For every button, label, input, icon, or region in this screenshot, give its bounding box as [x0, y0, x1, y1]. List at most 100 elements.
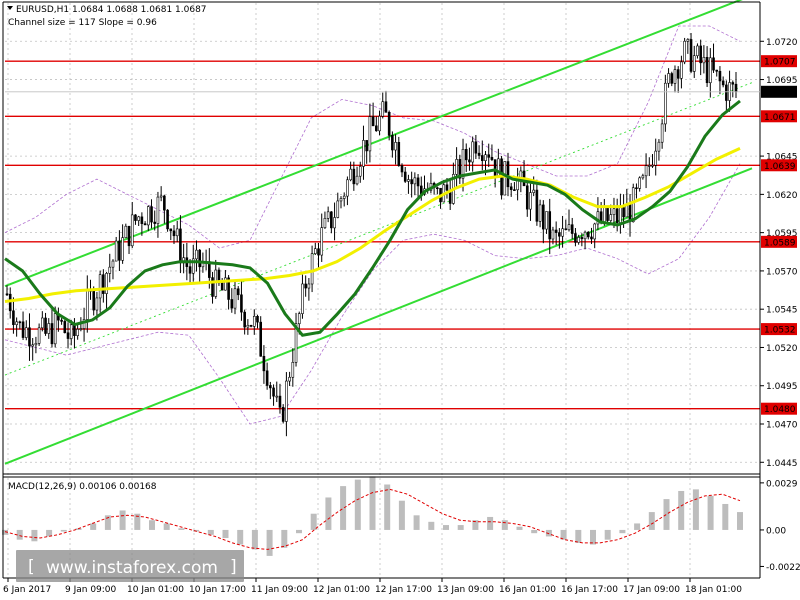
candle-body: [98, 274, 102, 299]
candle-body: [320, 227, 324, 256]
candle-body: [603, 206, 606, 223]
candle-body: [188, 266, 192, 274]
candle-body: [114, 240, 118, 262]
candle-body: [15, 321, 18, 325]
dropdown-triangle-icon[interactable]: [7, 6, 13, 10]
candle-body: [269, 385, 272, 389]
macd-bar: [413, 515, 420, 530]
candle-body: [288, 376, 291, 382]
candle-body: [272, 387, 275, 397]
candle-body: [606, 206, 609, 221]
macd-bar: [237, 529, 244, 545]
candle-body: [336, 200, 340, 218]
macd-title: MACD(12,26,9) 0.00106 0.00168: [8, 482, 157, 492]
macd-bar: [46, 529, 53, 537]
candle-body: [509, 186, 513, 190]
candle-body: [310, 253, 314, 285]
candle-body: [705, 57, 709, 84]
macd-bar: [487, 516, 494, 530]
price-tick-label: 1.0645: [766, 153, 798, 163]
candle-body: [689, 39, 693, 72]
macd-bar: [149, 520, 155, 530]
time-tick-label: 17 Jan 09:00: [623, 585, 680, 595]
candle-body: [567, 224, 571, 231]
macd-bar: [604, 529, 611, 540]
price-tick-label: 1.0720: [766, 38, 798, 48]
candle-body: [92, 291, 96, 311]
macd-tick-label: 0.0029: [766, 479, 798, 489]
candle-body: [127, 225, 131, 247]
candle-body: [21, 321, 25, 338]
macd-bar: [634, 523, 641, 530]
candle-body: [493, 159, 497, 177]
candle-body: [506, 161, 510, 188]
candle-body: [73, 324, 76, 336]
macd-bar: [310, 513, 317, 530]
candle-body: [313, 248, 317, 254]
macd-bar: [472, 520, 479, 530]
macd-bar: [266, 529, 273, 556]
candle-body: [8, 293, 12, 312]
macd-bar: [457, 525, 464, 530]
candle-body: [76, 328, 79, 336]
price-tick-label: 1.0570: [766, 267, 798, 277]
macd-bar: [60, 529, 67, 532]
macd-bar: [663, 499, 670, 530]
candle-body: [525, 185, 529, 210]
level-label-box: [761, 402, 797, 415]
price-tick-label: 1.0595: [766, 229, 798, 239]
candle-body: [326, 211, 330, 219]
macd-bar: [722, 503, 729, 530]
candle-body: [734, 83, 738, 92]
candle-body: [590, 236, 593, 240]
candle-body: [175, 228, 179, 237]
macd-tick-label: 0.00: [766, 526, 786, 536]
macd-bar: [648, 512, 655, 530]
candle-body: [147, 206, 150, 226]
macd-bar: [428, 521, 435, 530]
candle-body: [153, 221, 157, 224]
candle-body: [699, 45, 702, 64]
symbol-ohlc-line: EURUSD,H1 1.0684 1.0688 1.0681 1.0687: [16, 5, 207, 15]
candle-body: [381, 101, 385, 117]
candle-body: [635, 187, 638, 190]
candle-body: [615, 208, 619, 223]
candle-body: [686, 39, 690, 42]
time-tick-label: 10 Jan 17:00: [189, 585, 246, 595]
candle-body: [731, 82, 735, 85]
candle-body: [631, 187, 635, 223]
candle-body: [696, 45, 699, 57]
candle-body: [37, 327, 41, 344]
price-tick-label: 1.0695: [766, 76, 798, 86]
candle-body: [198, 249, 201, 268]
candle-body: [641, 175, 645, 179]
macd-bar: [516, 526, 523, 530]
candle-body: [664, 82, 667, 125]
watermark-close-bracket: ]: [230, 557, 237, 577]
time-tick-label: 6 Jan 2017: [3, 585, 51, 595]
price-tick-label: 1.0545: [766, 306, 798, 316]
watermark-text: www.instaforex.com: [46, 558, 218, 578]
candle-body: [692, 55, 696, 72]
price-axis: 1.0720 1.0695 1.0645 1.0620 1.0595 1.0570 1.05…: [5, 38, 798, 469]
candle-body: [278, 395, 282, 408]
macd-bar: [560, 529, 567, 540]
candle-body: [294, 323, 298, 363]
candle-body: [358, 166, 362, 177]
support-resistance-levels: [5, 60, 760, 410]
macd-tick-label: -0.00225: [766, 563, 800, 573]
candle-body: [105, 273, 108, 294]
candle-body: [583, 231, 587, 240]
candle-body: [275, 395, 279, 398]
candle-body: [651, 164, 654, 167]
macd-bar: [737, 512, 743, 530]
candle-body: [121, 237, 124, 261]
instaforex-watermark: [ www.instaforex.com ]: [16, 550, 244, 582]
candle-body: [323, 218, 327, 228]
candle-body: [233, 288, 237, 309]
candle-body: [95, 297, 99, 311]
candle-body: [134, 214, 137, 221]
candle-body: [394, 141, 397, 151]
macd-bar: [369, 476, 376, 530]
